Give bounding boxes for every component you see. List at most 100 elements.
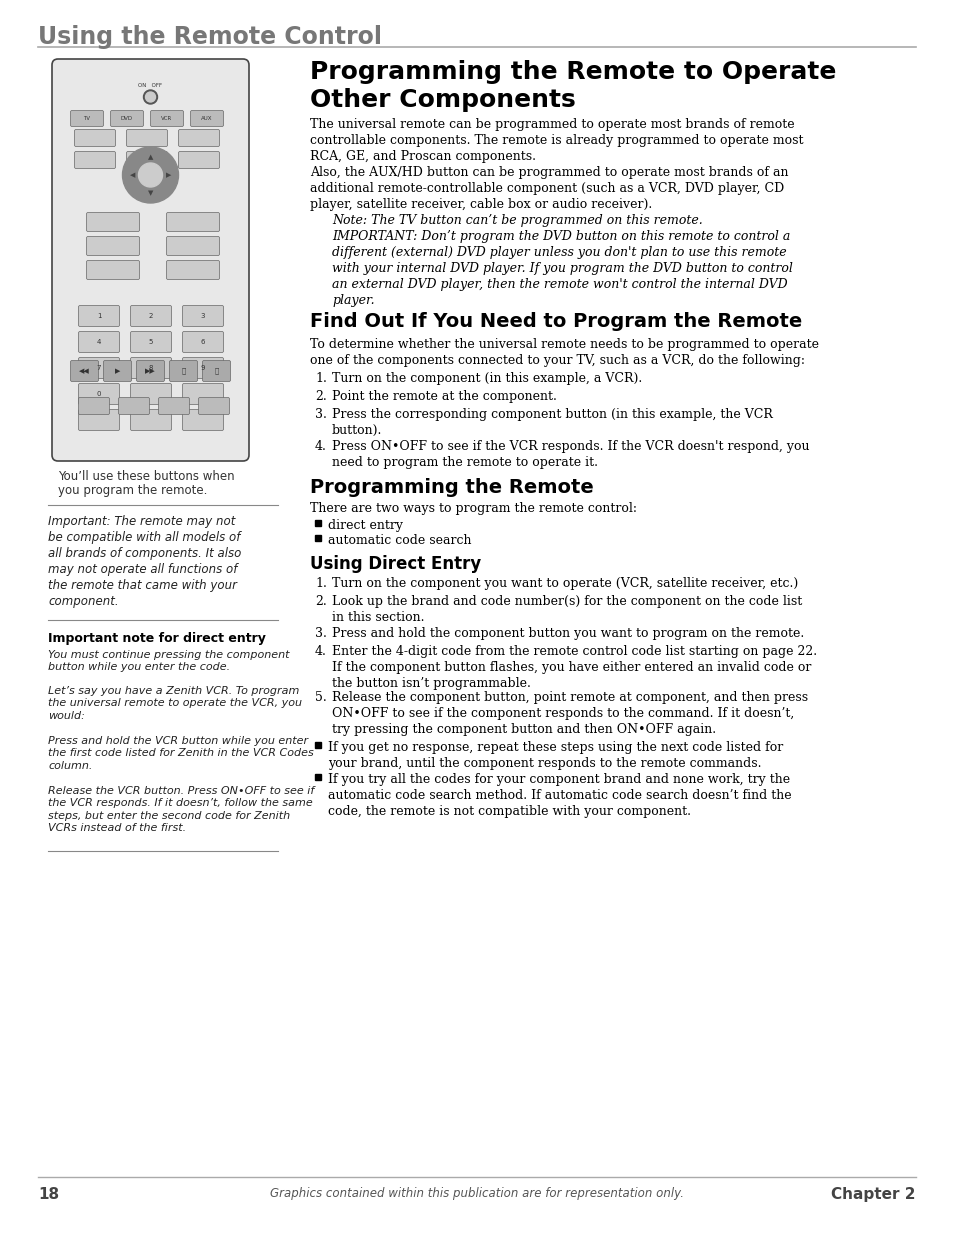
FancyBboxPatch shape <box>131 305 172 326</box>
Text: 4.: 4. <box>314 645 327 658</box>
Text: TV: TV <box>84 116 91 121</box>
Text: ▶: ▶ <box>166 172 171 178</box>
Text: Also, the AUX/HD button can be programmed to operate most brands of an
additiona: Also, the AUX/HD button can be programme… <box>310 165 788 211</box>
FancyBboxPatch shape <box>198 398 230 415</box>
Circle shape <box>143 90 157 104</box>
Text: VCR: VCR <box>161 116 172 121</box>
Text: Look up the brand and code number(s) for the component on the code list
in this : Look up the brand and code number(s) for… <box>332 595 801 624</box>
FancyBboxPatch shape <box>78 384 119 405</box>
FancyBboxPatch shape <box>52 59 249 461</box>
FancyBboxPatch shape <box>71 110 103 126</box>
Text: The universal remote can be programmed to operate most brands of remote
controll: The universal remote can be programmed t… <box>310 119 802 163</box>
Text: ▲: ▲ <box>148 154 153 161</box>
Text: Press ON•OFF to see if the VCR responds. If the VCR doesn't respond, you
need to: Press ON•OFF to see if the VCR responds.… <box>332 440 809 469</box>
Text: You’ll use these buttons when: You’ll use these buttons when <box>58 471 234 483</box>
FancyBboxPatch shape <box>182 410 223 431</box>
FancyBboxPatch shape <box>78 398 110 415</box>
FancyBboxPatch shape <box>127 152 168 168</box>
Text: Note: The TV button can’t be programmed on this remote.: Note: The TV button can’t be programmed … <box>332 214 702 227</box>
FancyBboxPatch shape <box>71 361 98 382</box>
Text: Important note for direct entry: Important note for direct entry <box>48 632 266 645</box>
Text: 5: 5 <box>149 338 153 345</box>
Text: Chapter 2: Chapter 2 <box>831 1187 915 1202</box>
Text: 1: 1 <box>96 312 101 319</box>
Text: ◀◀: ◀◀ <box>79 368 90 374</box>
Text: automatic code search: automatic code search <box>328 534 471 547</box>
Text: Programming the Remote: Programming the Remote <box>310 478 593 496</box>
Text: Graphics contained within this publication are for representation only.: Graphics contained within this publicati… <box>270 1187 683 1200</box>
Circle shape <box>138 163 162 186</box>
Text: IMPORTANT: Don’t program the DVD button on this remote to control a
different (e: IMPORTANT: Don’t program the DVD button … <box>332 230 792 308</box>
Text: 3: 3 <box>200 312 205 319</box>
Circle shape <box>146 91 155 103</box>
Text: 2.: 2. <box>314 595 327 608</box>
FancyBboxPatch shape <box>182 357 223 378</box>
Text: 4: 4 <box>96 338 101 345</box>
FancyBboxPatch shape <box>202 361 231 382</box>
FancyBboxPatch shape <box>178 130 219 147</box>
Text: There are two ways to program the remote control:: There are two ways to program the remote… <box>310 501 637 515</box>
FancyBboxPatch shape <box>87 261 139 279</box>
Text: 18: 18 <box>38 1187 59 1202</box>
Text: To determine whether the universal remote needs to be programmed to operate
one : To determine whether the universal remot… <box>310 338 818 367</box>
FancyBboxPatch shape <box>131 357 172 378</box>
Text: 0: 0 <box>96 391 101 396</box>
Text: 3.: 3. <box>314 408 327 421</box>
Text: ▶: ▶ <box>114 368 120 374</box>
Text: Turn on the component (in this example, a VCR).: Turn on the component (in this example, … <box>332 372 641 385</box>
Text: If you try all the codes for your component brand and none work, try the
automat: If you try all the codes for your compon… <box>328 773 791 818</box>
Text: 5.: 5. <box>314 692 327 704</box>
FancyBboxPatch shape <box>170 361 197 382</box>
Text: direct entry: direct entry <box>328 519 402 532</box>
FancyBboxPatch shape <box>118 398 150 415</box>
Text: Find Out If You Need to Program the Remote: Find Out If You Need to Program the Remo… <box>310 312 801 331</box>
FancyBboxPatch shape <box>131 384 172 405</box>
Text: 7: 7 <box>96 366 101 370</box>
Text: 1.: 1. <box>314 577 327 590</box>
Text: 6: 6 <box>200 338 205 345</box>
Text: ON   OFF: ON OFF <box>138 83 162 88</box>
FancyBboxPatch shape <box>78 331 119 352</box>
FancyBboxPatch shape <box>111 110 143 126</box>
Text: Press and hold the VCR button while you enter
the first code listed for Zenith i: Press and hold the VCR button while you … <box>48 736 314 771</box>
FancyBboxPatch shape <box>78 305 119 326</box>
FancyBboxPatch shape <box>151 110 183 126</box>
Text: ▶▶: ▶▶ <box>145 368 155 374</box>
Text: you program the remote.: you program the remote. <box>58 484 207 496</box>
FancyBboxPatch shape <box>191 110 223 126</box>
Text: Turn on the component you want to operate (VCR, satellite receiver, etc.): Turn on the component you want to operat… <box>332 577 798 590</box>
Circle shape <box>122 147 178 203</box>
FancyBboxPatch shape <box>103 361 132 382</box>
Text: Release the VCR button. Press ON•OFF to see if
the VCR responds. If it doesn’t, : Release the VCR button. Press ON•OFF to … <box>48 785 314 834</box>
Text: 2: 2 <box>149 312 153 319</box>
FancyBboxPatch shape <box>158 398 190 415</box>
FancyBboxPatch shape <box>182 305 223 326</box>
FancyBboxPatch shape <box>182 331 223 352</box>
Text: 8: 8 <box>149 366 153 370</box>
Text: Using Direct Entry: Using Direct Entry <box>310 555 480 573</box>
Text: 4.: 4. <box>314 440 327 453</box>
Text: Enter the 4-digit code from the remote control code list starting on page 22.
If: Enter the 4-digit code from the remote c… <box>332 645 817 690</box>
Text: DVD: DVD <box>121 116 132 121</box>
FancyBboxPatch shape <box>136 361 164 382</box>
FancyBboxPatch shape <box>78 357 119 378</box>
FancyBboxPatch shape <box>78 410 119 431</box>
FancyBboxPatch shape <box>127 130 168 147</box>
Text: Press the corresponding component button (in this example, the VCR
button).: Press the corresponding component button… <box>332 408 772 437</box>
Text: Programming the Remote to Operate: Programming the Remote to Operate <box>310 61 836 84</box>
Text: 1.: 1. <box>314 372 327 385</box>
Text: Press and hold the component button you want to program on the remote.: Press and hold the component button you … <box>332 627 803 640</box>
FancyBboxPatch shape <box>167 212 219 231</box>
Text: AUX: AUX <box>201 116 213 121</box>
Text: Point the remote at the component.: Point the remote at the component. <box>332 390 557 403</box>
Text: ▼: ▼ <box>148 190 153 196</box>
Text: ⏸: ⏸ <box>214 368 218 374</box>
Text: If you get no response, repeat these steps using the next code listed for
your b: If you get no response, repeat these ste… <box>328 741 782 769</box>
Text: Release the component button, point remote at component, and then press
ON•OFF t: Release the component button, point remo… <box>332 692 807 736</box>
FancyBboxPatch shape <box>87 212 139 231</box>
Text: Let’s say you have a Zenith VCR. To program
the universal remote to operate the : Let’s say you have a Zenith VCR. To prog… <box>48 685 302 721</box>
FancyBboxPatch shape <box>87 236 139 256</box>
Text: Important: The remote may not
be compatible with all models of
all brands of com: Important: The remote may not be compati… <box>48 515 241 608</box>
Text: Using the Remote Control: Using the Remote Control <box>38 25 381 49</box>
FancyBboxPatch shape <box>74 152 115 168</box>
